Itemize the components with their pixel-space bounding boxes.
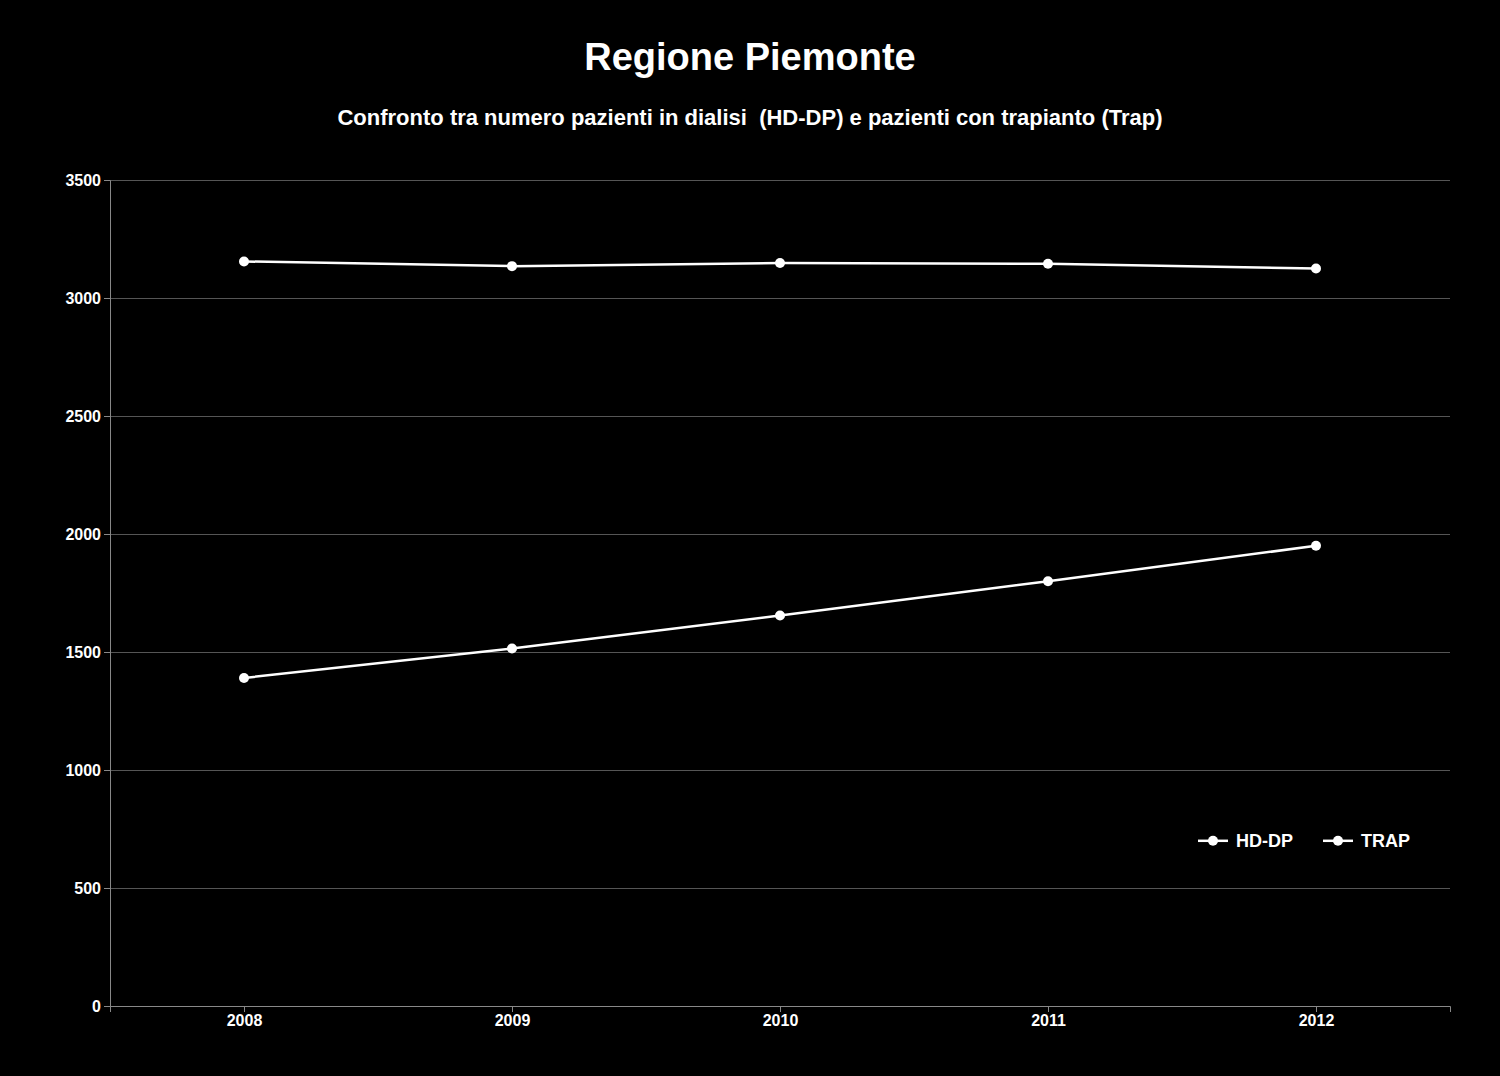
tick-label: 2011 (1031, 1012, 1066, 1029)
x-axis: 2008 2009 2010 2011 2012 (111, 1006, 1451, 1029)
tick-mark (104, 1006, 110, 1007)
tick-label: 2009 (495, 1012, 531, 1029)
tick: 2500 (65, 408, 110, 425)
grid-tick (110, 652, 1450, 653)
tick: 1500 (65, 644, 110, 661)
plot: 2008 2009 2010 2011 2012 0 500 1000 1500 2000 2500… (65, 172, 1450, 1030)
tick-mark (104, 770, 110, 771)
point (1311, 264, 1321, 274)
series (239, 256, 1321, 273)
grid-line (110, 534, 1450, 535)
tick: 500 (74, 880, 110, 897)
tick-mark (104, 298, 110, 299)
tick-label: 500 (74, 880, 101, 897)
tick-label: 2012 (1299, 1012, 1335, 1029)
point (239, 256, 249, 266)
grid-tick (110, 180, 1450, 181)
tick-mark (104, 888, 110, 889)
tick-label: 3000 (65, 290, 101, 307)
tick: 3500 (65, 172, 110, 189)
tick-mark (244, 1006, 245, 1012)
grid-tick (110, 534, 1450, 535)
legend-label: TRAP (1361, 831, 1410, 851)
marks (239, 256, 1321, 683)
legend-marker (1208, 836, 1218, 846)
tick-label: 2500 (65, 408, 101, 425)
legend-item: HD-DP (1198, 831, 1293, 851)
point (775, 258, 785, 268)
point (1043, 576, 1053, 586)
grid (110, 181, 1450, 1007)
legend-marker (1333, 836, 1343, 846)
grid-line (110, 180, 1450, 181)
tick-label: 2010 (763, 1012, 799, 1029)
tick-mark (104, 652, 110, 653)
point (1311, 541, 1321, 551)
tick-mark (512, 1006, 513, 1012)
tick: 1000 (65, 762, 110, 779)
tick: 0 (92, 998, 110, 1015)
tick: 2009 (495, 1006, 531, 1029)
legend: HD-DP TRAP (1188, 823, 1420, 859)
point (507, 261, 517, 271)
chart: Regione Piemonte Confronto tra numero paz… (0, 0, 1500, 1076)
tick-mark (780, 1006, 781, 1012)
grid-line (110, 416, 1450, 417)
tick-label: 2000 (65, 526, 101, 543)
grid-tick (110, 770, 1450, 771)
tick-label: 0 (92, 998, 101, 1015)
tick: 2008 (227, 1006, 263, 1029)
point (239, 673, 249, 683)
y-axis: 0 500 1000 1500 2000 2500 3000 3500 (65, 172, 110, 1015)
subtitle: Confronto tra numero pazienti in dialisi… (337, 105, 1162, 130)
grid-line (110, 770, 1450, 771)
tick-mark (104, 534, 110, 535)
point (507, 643, 517, 653)
tick-label: 1000 (65, 762, 101, 779)
series (239, 541, 1321, 683)
grid-tick (110, 416, 1450, 417)
grid-line (110, 888, 1450, 889)
legend-background (1188, 823, 1420, 859)
tick-label: 1500 (65, 644, 101, 661)
tick-mark (104, 180, 110, 181)
tick-mark (104, 416, 110, 417)
point (775, 610, 785, 620)
axis-line (111, 1007, 1451, 1013)
point (1043, 259, 1053, 269)
tick: 3000 (65, 290, 110, 307)
legend-item: TRAP (1323, 831, 1410, 851)
tick-label: 2008 (227, 1012, 263, 1029)
grid-tick (110, 888, 1450, 889)
tick-mark (1048, 1006, 1049, 1012)
title: Regione Piemonte (584, 36, 916, 78)
tick: 2000 (65, 526, 110, 543)
background (0, 0, 1500, 1076)
grid-line (110, 298, 1450, 299)
tick-label: 3500 (65, 172, 101, 189)
legend-label: HD-DP (1236, 831, 1293, 851)
tick-mark (1316, 1006, 1317, 1012)
grid-tick (110, 298, 1450, 299)
tick: 2011 (1031, 1006, 1066, 1029)
tick: 2012 (1299, 1006, 1335, 1029)
line (244, 546, 1316, 678)
tick: 2010 (763, 1006, 799, 1029)
grid-line (110, 652, 1450, 653)
axis-line (104, 181, 111, 1007)
